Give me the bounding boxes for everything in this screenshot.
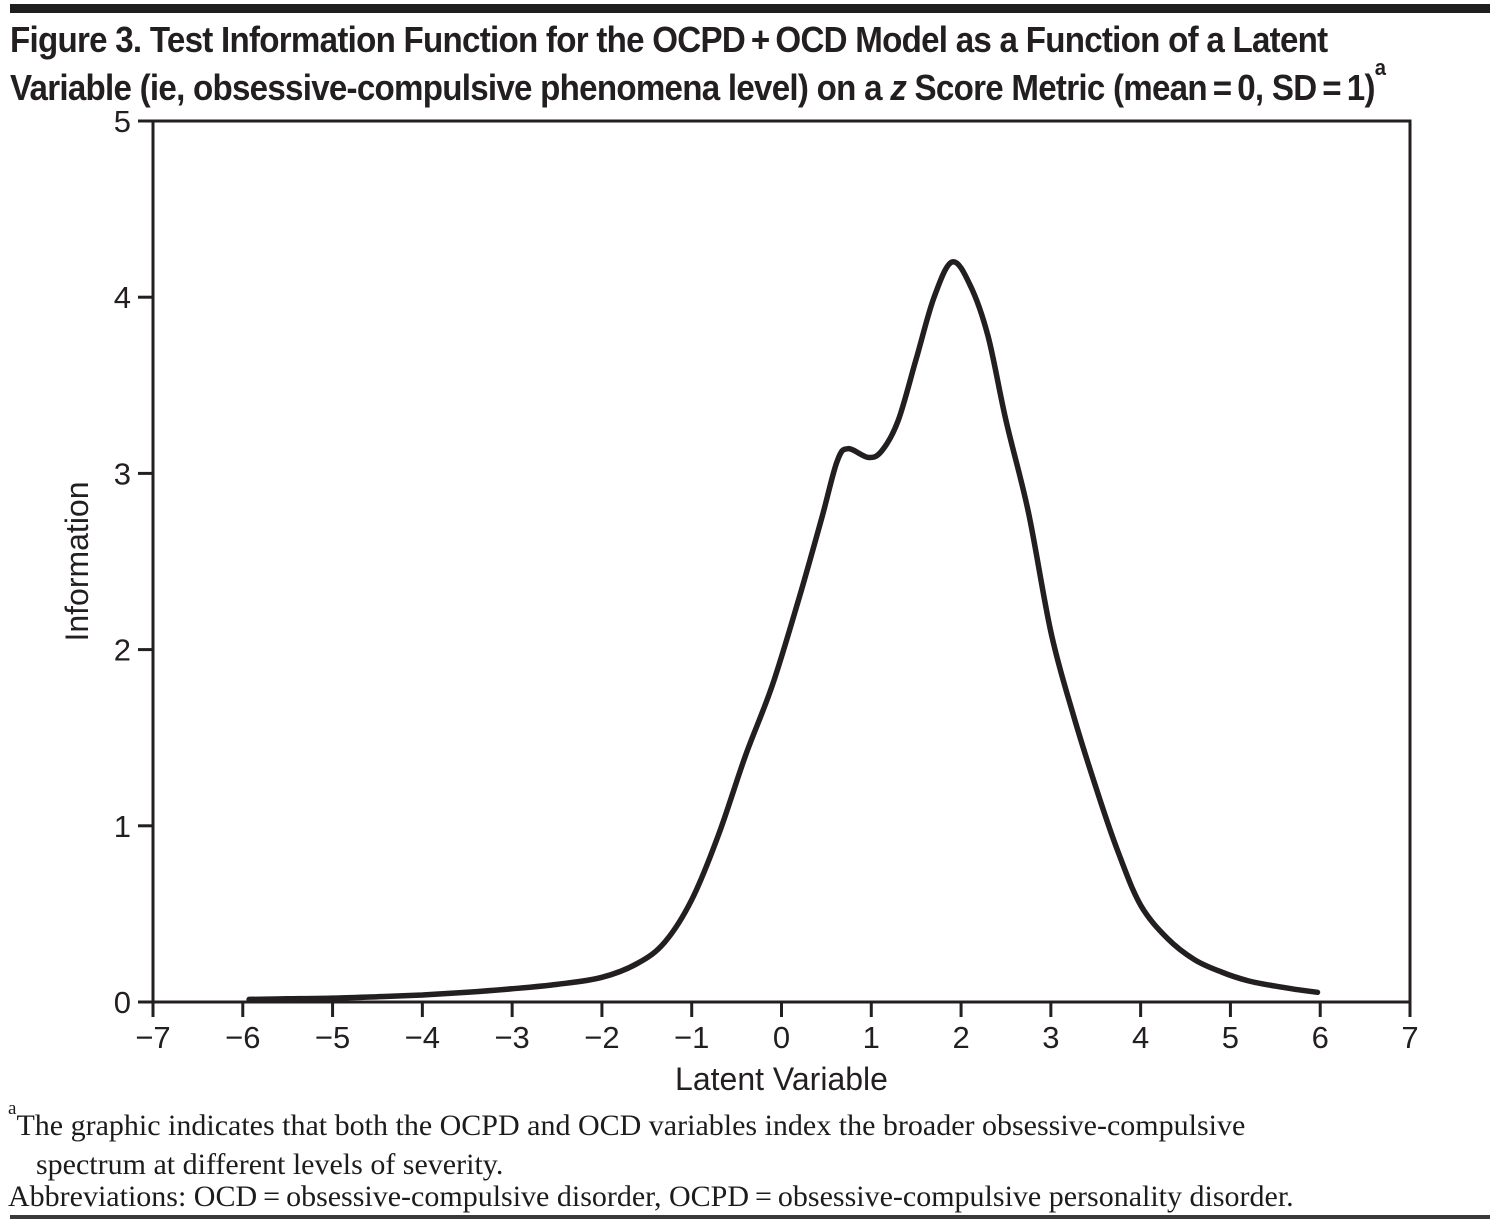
x-axis-tick-label: 7 xyxy=(1401,1020,1418,1055)
x-axis-tick-label: 3 xyxy=(1042,1020,1059,1055)
x-axis-tick-label: 6 xyxy=(1312,1020,1329,1055)
footnote-marker: a xyxy=(8,1098,17,1119)
x-axis-tick-label: −6 xyxy=(225,1020,260,1055)
x-axis-tick-label: −2 xyxy=(584,1020,619,1055)
x-axis-tick-label: −3 xyxy=(494,1020,529,1055)
x-axis-tick-label: −7 xyxy=(135,1020,170,1055)
y-axis-title: Information xyxy=(59,481,95,641)
x-axis-tick-label: 4 xyxy=(1132,1020,1149,1055)
title-footnote-marker: a xyxy=(1374,55,1387,80)
z-score-symbol: z xyxy=(890,67,907,108)
x-axis-title: Latent Variable xyxy=(675,1061,888,1097)
y-axis-tick-label: 2 xyxy=(114,633,131,668)
x-axis-tick-label: 2 xyxy=(952,1020,969,1055)
plot-frame xyxy=(151,119,1412,1004)
figure-title: Figure 3. Test Information Function for … xyxy=(10,20,1497,108)
information-curve xyxy=(246,259,1321,1003)
bottom-rule xyxy=(10,1215,1490,1219)
x-axis-tick-label: 0 xyxy=(773,1020,790,1055)
x-axis-tick-label: −4 xyxy=(405,1020,440,1055)
y-axis-tick-label: 4 xyxy=(114,280,131,315)
y-axis-tick-label: 5 xyxy=(114,104,131,139)
tif-line-chart: −7 −6 −5 −4 −3 −2 −1 0 1 2 3 4 5 6 7 0 1 2 3 4 5 Latent Varia… xyxy=(59,104,1419,1097)
x-axis-tick-label: 1 xyxy=(863,1020,880,1055)
footnote-line-1: The graphic indicates that both the OCPD… xyxy=(16,1109,1246,1142)
top-rule xyxy=(10,4,1490,13)
y-axis-tick-label: 1 xyxy=(114,809,131,844)
x-axis-tick-label: −5 xyxy=(315,1020,350,1055)
x-axis-tick-label: 5 xyxy=(1222,1020,1239,1055)
title-line-2: Variable (ie, obsessive-compulsive pheno… xyxy=(10,55,1497,108)
title-line-1: Figure 3. Test Information Function for … xyxy=(10,19,1328,60)
title-line-2-post: Score Metric (mean = 0, SD = 1) xyxy=(906,67,1376,108)
y-axis-tick-label: 3 xyxy=(114,456,131,491)
y-axis-tick-label: 0 xyxy=(114,985,131,1020)
title-line-2-pre: Variable (ie, obsessive-compulsive pheno… xyxy=(10,67,891,108)
x-axis-tick-label: −1 xyxy=(674,1020,709,1055)
footnote-line-2: spectrum at different levels of severity… xyxy=(36,1148,504,1181)
abbreviations-note: Abbreviations: OCD = obsessive-compulsiv… xyxy=(8,1180,1294,1213)
footnote-a: aThe graphic indicates that both the OCP… xyxy=(8,1098,1486,1184)
